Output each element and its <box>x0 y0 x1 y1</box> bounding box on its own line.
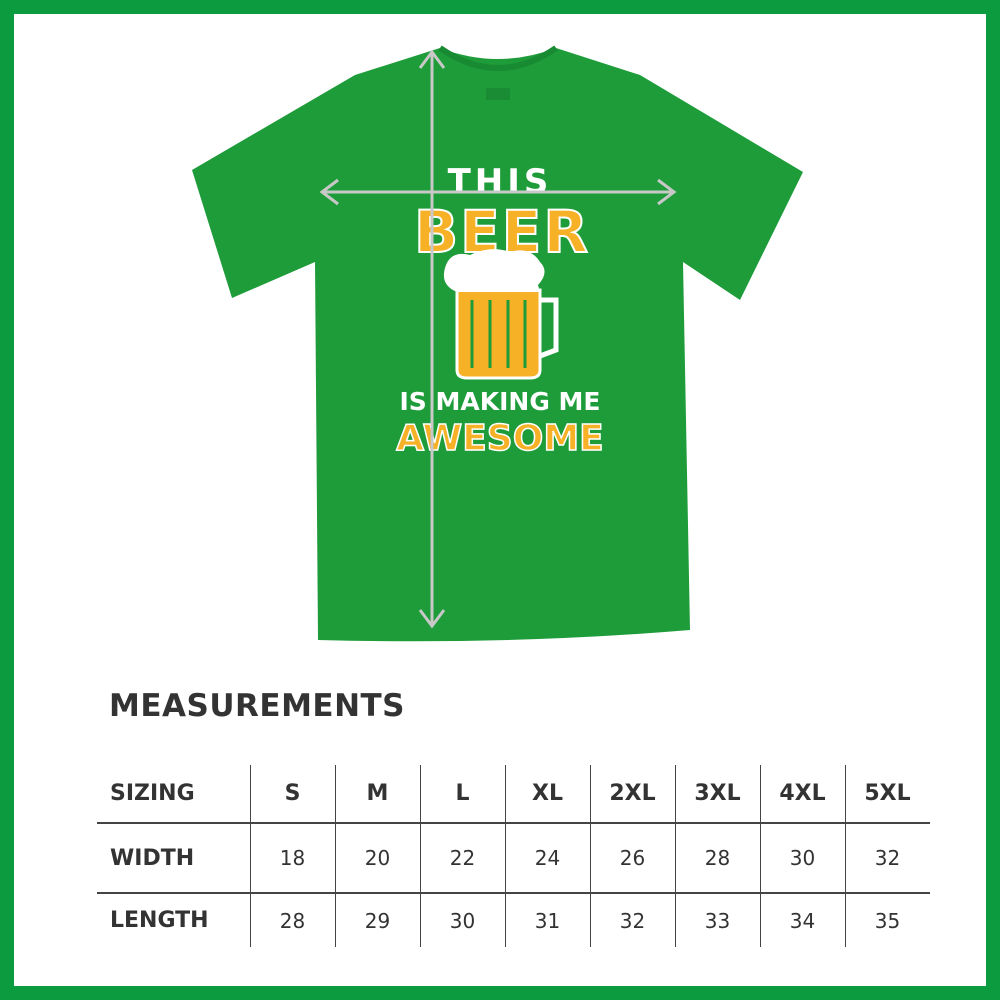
size-chart-table: SIZING S M L XL 2XL 3XL 4XL 5XL WIDTH 18… <box>97 765 930 947</box>
print-is-making-me: IS MAKING ME <box>399 387 600 416</box>
table-cell: 30 <box>759 822 845 893</box>
row-label: LENGTH <box>97 892 250 947</box>
table-cell: 32 <box>844 822 930 893</box>
table-cell: 24 <box>504 822 590 893</box>
tshirt-image: THIS BEER IS MAKING ME AWESOME <box>192 45 803 642</box>
header-cell: M <box>334 765 420 823</box>
header-cell: 3XL <box>674 765 760 823</box>
table-cell: 31 <box>504 892 590 947</box>
table-cell: 18 <box>249 822 335 893</box>
table-row-length: LENGTH 28 29 30 31 32 33 34 35 <box>97 892 930 947</box>
table-cell: 33 <box>674 892 760 947</box>
table-cell: 26 <box>589 822 675 893</box>
table-row-width: WIDTH 18 20 22 24 26 28 30 32 <box>97 822 930 893</box>
header-cell: XL <box>504 765 590 823</box>
print-awesome: AWESOME <box>396 418 604 459</box>
header-cell: 5XL <box>844 765 930 823</box>
table-cell: 22 <box>419 822 505 893</box>
table-cell: 34 <box>759 892 845 947</box>
table-cell: 32 <box>589 892 675 947</box>
row-label: WIDTH <box>97 822 250 893</box>
table-cell: 29 <box>334 892 420 947</box>
header-cell: SIZING <box>110 781 195 806</box>
tshirt-label <box>486 88 510 100</box>
measurements-title: MEASUREMENTS <box>109 688 406 724</box>
header-cell: S <box>249 765 335 823</box>
width-arrow-icon <box>319 178 677 206</box>
header-cell: 4XL <box>759 765 845 823</box>
beer-mug-icon <box>443 249 559 380</box>
table-header-row: SIZING S M L XL 2XL 3XL 4XL 5XL <box>97 765 930 823</box>
table-cell: 30 <box>419 892 505 947</box>
length-arrow-icon <box>418 49 446 629</box>
header-cell: L <box>419 765 505 823</box>
tshirt-collar <box>438 45 558 71</box>
table-cell: 20 <box>334 822 420 893</box>
print-this: THIS <box>448 162 553 202</box>
header-cell: 2XL <box>589 765 675 823</box>
table-cell: 35 <box>844 892 930 947</box>
table-cell: 28 <box>674 822 760 893</box>
table-cell: 28 <box>249 892 335 947</box>
